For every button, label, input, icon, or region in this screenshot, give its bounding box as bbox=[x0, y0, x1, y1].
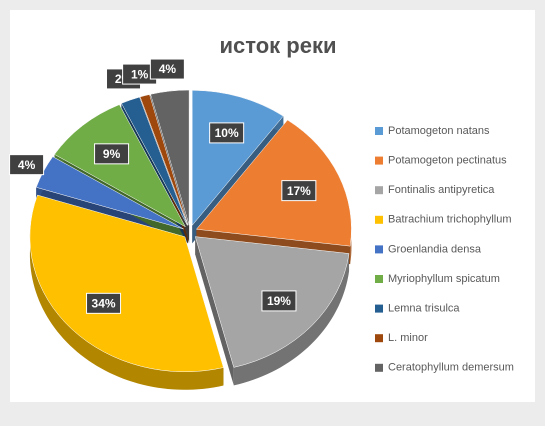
legend-swatch bbox=[375, 215, 383, 224]
legend-label: Lemna trisulca bbox=[388, 303, 460, 315]
data-label-box bbox=[281, 180, 317, 202]
data-label: 9% bbox=[103, 147, 121, 161]
chart-title: исток реки bbox=[219, 33, 336, 58]
data-label-box bbox=[209, 122, 245, 144]
legend-label: Potamogeton pectinatus bbox=[388, 155, 507, 167]
data-label: 4% bbox=[159, 62, 177, 76]
slice-side bbox=[29, 195, 224, 390]
data-label-box bbox=[261, 290, 297, 312]
slice bbox=[29, 194, 224, 373]
legend: Potamogeton natans Potamogeton pectinatus… bbox=[375, 125, 514, 374]
data-label-box bbox=[9, 154, 45, 176]
slice bbox=[195, 119, 352, 247]
legend-label: Myriophyllum spicatum bbox=[388, 273, 500, 285]
data-label: 34% bbox=[92, 297, 116, 311]
legend-swatch bbox=[375, 304, 383, 313]
slice bbox=[121, 96, 188, 226]
slice bbox=[150, 89, 190, 226]
legend-swatch bbox=[375, 334, 383, 343]
data-label: 10% bbox=[215, 126, 239, 140]
data-label: 19% bbox=[267, 294, 291, 308]
data-label-box bbox=[86, 292, 122, 314]
data-label: 4% bbox=[18, 158, 36, 172]
data-labels: 10%17%19%34%4%9%2%1%4% bbox=[9, 58, 317, 314]
slice bbox=[54, 104, 186, 228]
legend-swatch bbox=[375, 363, 383, 372]
legend-swatch bbox=[375, 156, 383, 165]
legend-swatch bbox=[375, 245, 383, 254]
data-label: 17% bbox=[287, 184, 311, 198]
legend-label: L. minor bbox=[388, 332, 428, 344]
legend-label: Fontinalis antipyretica bbox=[388, 184, 495, 196]
legend-label: Batrachium trichophyllum bbox=[388, 214, 512, 226]
legend-label: Ceratophyllum demersum bbox=[388, 362, 514, 374]
legend-label: Groenlandia densa bbox=[388, 243, 482, 255]
legend-label: Potamogeton natans bbox=[388, 125, 490, 137]
legend-swatch bbox=[375, 186, 383, 195]
slice-radial-face bbox=[195, 236, 234, 386]
data-label: 1% bbox=[131, 67, 149, 81]
data-label-box bbox=[149, 58, 185, 80]
legend-swatch bbox=[375, 127, 383, 135]
slice bbox=[139, 94, 189, 226]
legend-swatch bbox=[375, 275, 383, 283]
slice-side bbox=[233, 253, 350, 386]
data-label-box bbox=[94, 143, 130, 165]
